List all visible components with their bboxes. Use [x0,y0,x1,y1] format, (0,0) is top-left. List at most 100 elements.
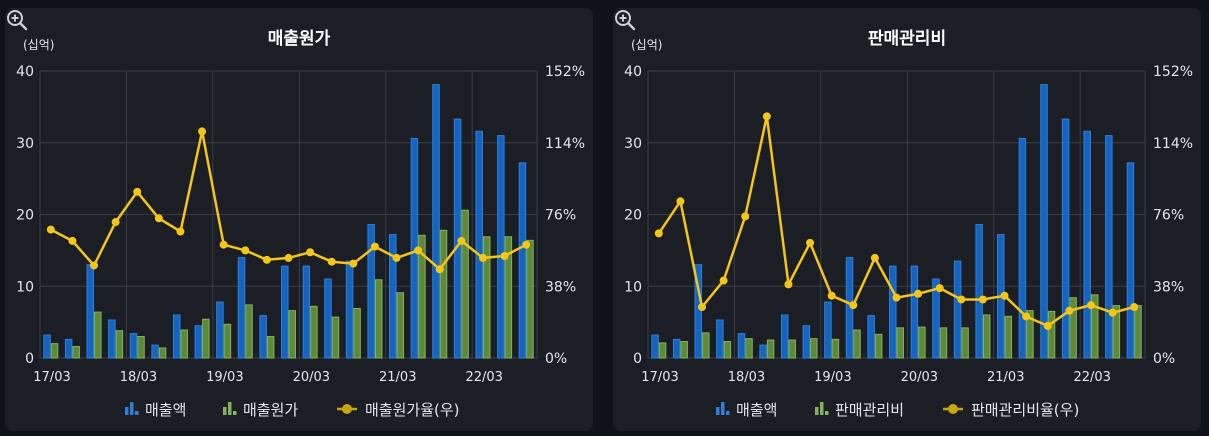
legend-icon-bar [815,407,819,415]
ratio-point [435,265,444,274]
ratio-point [306,248,315,257]
bar-sales [194,325,203,359]
right-axis-tick-label: 0% [545,351,567,367]
bar-sga [1090,294,1099,359]
legend-label: 판매관리비율(우) [971,401,1079,419]
ratio-point [1043,321,1052,330]
left-axis-tick-label: 40 [16,64,34,80]
bar-sales [129,333,138,359]
bar-sga [1026,310,1034,359]
ratio-point [284,253,293,262]
sga-expense-chart: 판매관리비 (십억) 0 0% 10 38% 20 76% 30 114% 40 152% 17/03 1… [624,29,1193,419]
left-axis-tick-label: 10 [624,279,642,295]
bar-sga [1069,297,1077,359]
x-axis-tick-label: 20/03 [901,370,938,385]
legend-label: 매출원가율(우) [365,401,460,419]
legend-icon-ratio-dot [342,404,352,414]
bar-sales [432,84,440,359]
bar-sga [982,314,991,359]
ratio-point [46,225,55,234]
bar-cost-of-sales [245,304,253,359]
ratio-point [457,236,466,245]
bar-cost-of-sales [439,229,448,359]
bar-sales [759,344,767,359]
bar-cost-of-sales [137,335,145,359]
ratio-point [654,229,663,238]
legend-icon-bar [726,411,730,415]
bar-cost-of-sales [180,329,188,359]
bar-sales [910,265,919,359]
legend-icon-bar [130,402,134,415]
legend-icon-sales [716,402,730,415]
ratio-point [111,218,120,227]
bar-sales [345,260,354,359]
bar-sales [64,338,73,359]
legend-icon-bar [135,411,139,415]
legend-icon-bar [233,411,237,415]
bar-sales [1018,137,1027,359]
x-axis-tick-label: 17/03 [641,370,678,385]
ratio-point [741,212,750,221]
right-axis-tick-label: 0% [1153,351,1175,367]
bar-sales [281,265,289,359]
bar-sales [151,344,159,359]
legend-icon-bar [223,407,227,415]
bar-cost-of-sales [115,330,124,359]
left-axis-tick-label: 40 [624,64,642,80]
bar-sales [1061,118,1070,359]
x-axis-tick-label: 17/03 [33,370,70,385]
legend-icon-bar [716,407,720,415]
bar-sales [975,224,983,359]
cost-of-sales-panel: 매출원가 (십억) 0 0% 10 38% 20 76% 30 114% 40 152% 17/03 18… [5,8,593,431]
bar-sales [259,315,267,359]
bar-sga [702,332,710,359]
bar-sga [1004,315,1013,359]
bar-sga [896,327,904,359]
ratio-point [219,240,228,249]
bar-sga [745,338,753,359]
left-axis-tick-label: 20 [16,208,34,224]
bar-sales [475,130,483,359]
bar-cost-of-sales [72,346,80,359]
left-axis-tick-label: 20 [624,208,642,224]
bar-sga [918,326,926,359]
bar-cost-of-sales [482,236,491,359]
bar-sales [889,265,897,359]
right-axis-tick-label: 152% [545,64,585,80]
x-axis-tick-label: 21/03 [987,370,1024,385]
ratio-point [327,257,336,266]
x-axis-tick-label: 19/03 [206,370,243,385]
x-axis-tick-label: 18/03 [728,370,765,385]
ratio-point [676,197,685,206]
left-axis-tick-label: 0 [633,351,642,367]
ratio-point [1022,312,1031,321]
unit-label: (십억) [23,38,54,52]
zoom-in-icon[interactable] [613,8,637,32]
bar-cost-of-sales [461,209,469,359]
ratio-point [1000,291,1009,300]
bar-sales [694,264,703,359]
ratio-point [698,303,707,312]
ratio-point [978,295,987,304]
legend-label: 매출액 [736,401,777,419]
bar-sga [1134,305,1142,359]
bar-cost-of-sales [418,234,426,359]
bar-sales [1105,135,1113,359]
ratio-point [500,252,509,261]
legend-label: 매출원가 [243,401,298,419]
bar-sga [766,339,775,359]
bar-sga [723,340,732,359]
bar-sales [802,325,811,359]
ratio-point [762,112,771,121]
left-axis-tick-label: 0 [25,351,34,367]
ratio-point [414,246,423,255]
zoom-in-icon[interactable] [5,8,29,32]
bar-sales [172,314,181,359]
ratio-point [719,276,728,285]
bar-cost-of-sales [223,323,232,359]
ratio-point [522,240,531,249]
bar-sga [788,339,796,359]
right-axis-tick-label: 114% [1153,136,1193,152]
right-axis-tick-label: 76% [1153,208,1184,224]
ratio-point [935,284,944,293]
